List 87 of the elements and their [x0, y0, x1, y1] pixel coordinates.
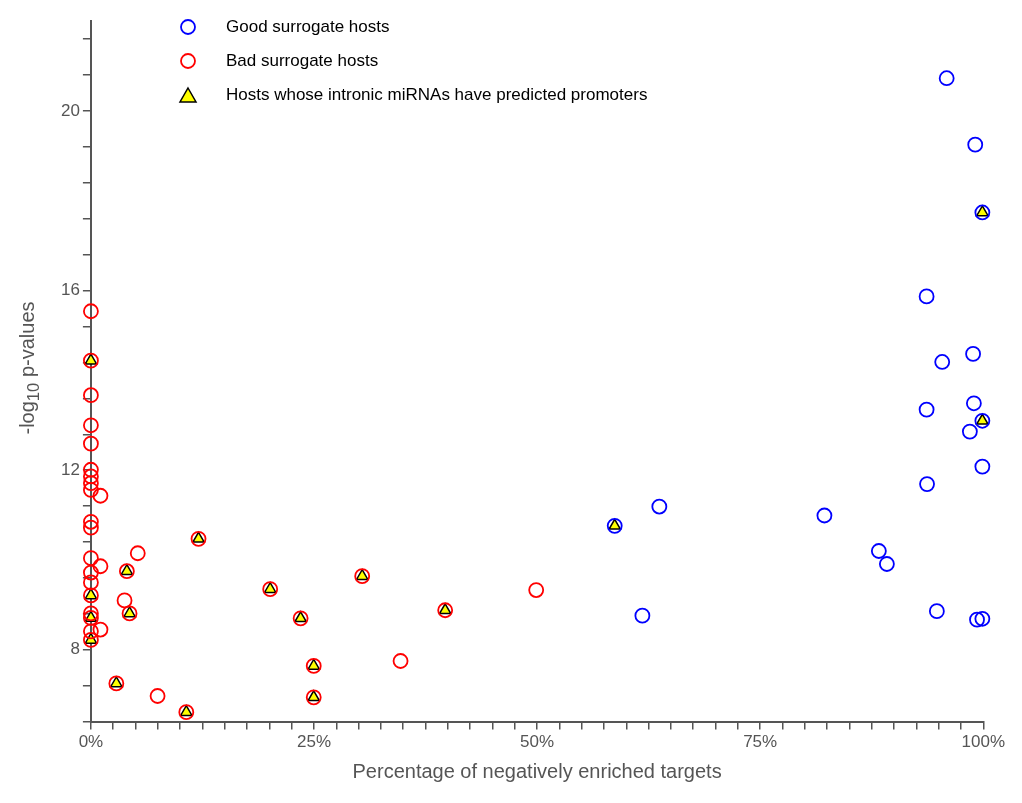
point: [974, 204, 991, 221]
point: [149, 688, 166, 704]
point: [934, 354, 951, 370]
point: [967, 136, 984, 153]
point: [121, 605, 138, 622]
point: [975, 413, 989, 425]
point: [83, 609, 99, 626]
point: [354, 568, 371, 585]
point: [129, 545, 146, 562]
x-tick-label: 50%: [520, 732, 555, 752]
point: [608, 518, 622, 530]
point: [120, 563, 134, 576]
point: [83, 605, 99, 622]
point: [969, 611, 985, 628]
legend-label: Hosts whose intronic miRNAs have predicted promoters: [226, 85, 648, 105]
x-tick-label: 75%: [743, 732, 778, 752]
point: [355, 568, 369, 581]
point: [84, 353, 98, 365]
point: [83, 482, 99, 498]
point: [305, 658, 322, 674]
point: [92, 621, 109, 638]
point: [118, 563, 135, 580]
point: [974, 412, 991, 429]
point: [292, 610, 309, 627]
legend-label: Bad surrogate hosts: [226, 51, 379, 71]
point: [974, 610, 991, 627]
point: [179, 704, 193, 717]
point: [634, 607, 651, 624]
point: [307, 658, 321, 670]
point: [83, 587, 99, 604]
y-tick-label: 8: [70, 639, 80, 659]
y-tick-label: 12: [60, 459, 80, 479]
point: [178, 704, 195, 721]
point: [878, 556, 895, 572]
point: [928, 603, 945, 620]
point: [392, 653, 409, 669]
point: [190, 530, 207, 547]
point: [975, 205, 989, 217]
point: [816, 507, 833, 524]
point: [83, 574, 99, 591]
point: [92, 558, 109, 575]
point: [109, 676, 123, 688]
x-axis-title: Percentage of negatively enriched targets: [352, 759, 722, 782]
point: [606, 517, 623, 534]
point: [919, 476, 935, 492]
point: [305, 689, 322, 706]
x-tick-label: 0%: [78, 732, 104, 752]
point: [83, 564, 99, 581]
point: [83, 417, 99, 434]
y-tick-label: 16: [60, 280, 80, 300]
point: [83, 461, 99, 478]
point: [437, 602, 454, 619]
point: [83, 550, 99, 567]
x-tick-label: 25%: [296, 732, 332, 752]
point: [83, 468, 99, 485]
point: [108, 675, 125, 692]
point: [262, 581, 279, 598]
point: [651, 498, 668, 515]
point: [192, 531, 205, 543]
point: [83, 513, 99, 530]
point: [83, 435, 99, 452]
point: [965, 345, 981, 362]
x-tick-label: 100%: [961, 732, 1005, 752]
point: [961, 423, 978, 440]
y-tick-label: 20: [60, 100, 80, 120]
point: [83, 475, 99, 492]
point: [92, 487, 109, 504]
point: [974, 458, 991, 475]
point: [123, 606, 136, 618]
point: [438, 603, 452, 615]
point: [528, 582, 545, 598]
point: [116, 592, 133, 609]
point: [870, 543, 887, 559]
point: [965, 395, 982, 412]
legend-label: Good surrogate hosts: [226, 17, 390, 37]
point: [938, 70, 955, 87]
point: [294, 611, 307, 623]
point: [83, 519, 99, 536]
point: [918, 288, 935, 305]
point: [83, 303, 99, 320]
point: [83, 352, 99, 369]
point: [83, 387, 99, 404]
point: [83, 631, 99, 648]
point: [83, 623, 99, 640]
point: [307, 690, 321, 702]
point: [918, 401, 935, 418]
point: [263, 581, 277, 594]
